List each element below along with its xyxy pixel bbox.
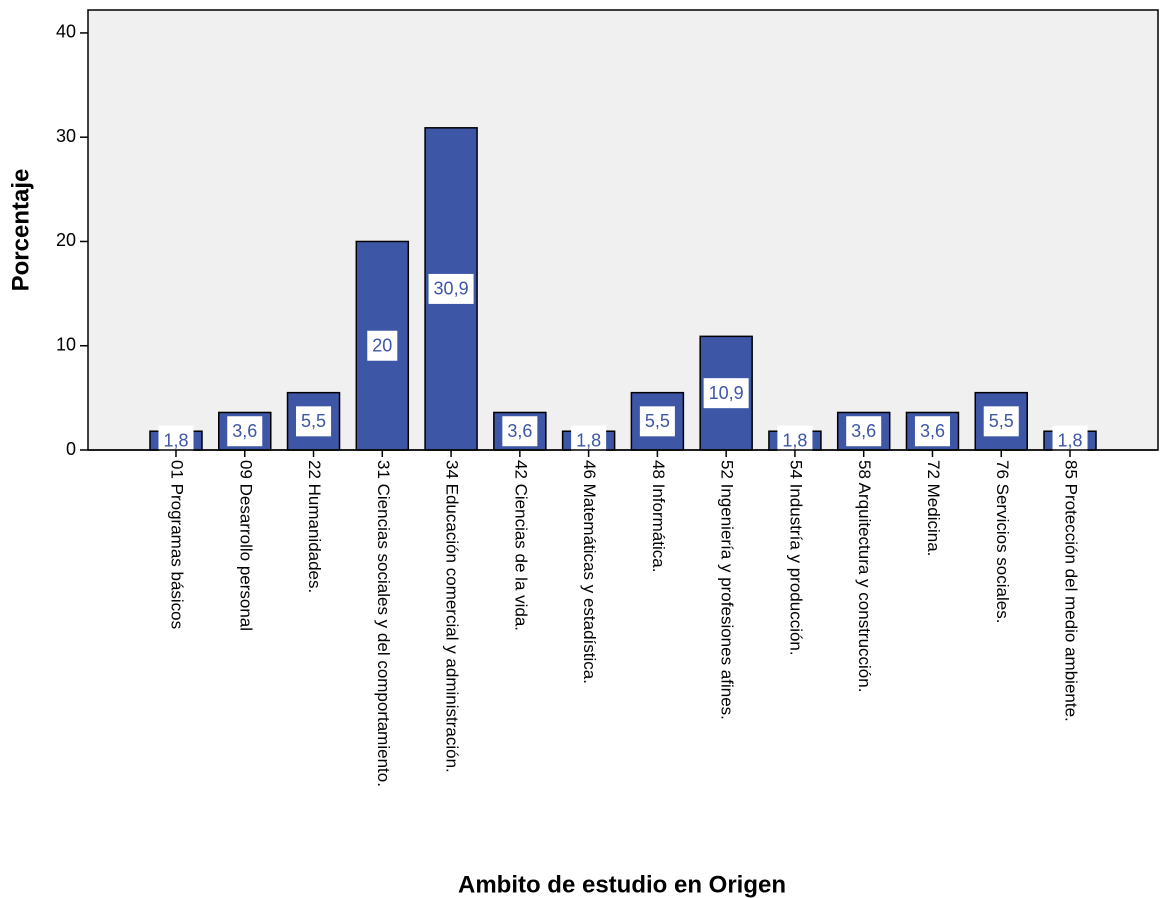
value-label-box: [703, 378, 749, 409]
value-label: 5,5: [989, 411, 1014, 431]
x-axis-title: Ambito de estudio en Origen: [458, 871, 786, 898]
x-tick-label: 42 Ciencias de la vida.: [511, 460, 530, 631]
y-tick-label: 0: [66, 439, 76, 459]
x-tick-label: 31 Ciencias sociales y del comportamient…: [374, 460, 393, 787]
y-tick-label: 40: [56, 22, 76, 42]
value-label-box: [296, 406, 332, 437]
y-tick-label: 20: [56, 230, 76, 250]
value-label: 5,5: [301, 411, 326, 431]
value-label-box: [914, 416, 950, 447]
x-tick-label: 58 Arquitectura y construcción.: [855, 460, 874, 692]
value-label: 3,6: [232, 421, 257, 441]
value-label: 3,6: [851, 421, 876, 441]
value-label: 10,9: [709, 383, 744, 403]
value-label-box: [227, 416, 263, 447]
x-tick-label: 01 Programas básicos: [168, 460, 187, 629]
value-label: 20: [372, 335, 392, 355]
x-tick-label: 46 Matemáticas y estadística.: [580, 460, 599, 684]
value-label: 3,6: [920, 421, 945, 441]
value-label: 5,5: [645, 411, 670, 431]
x-tick-label: 34 Educación comercial y administración.: [443, 460, 462, 773]
value-label-box: [428, 273, 474, 304]
value-label-box: [367, 330, 398, 361]
value-label-box: [846, 416, 882, 447]
x-tick-label: 76 Servicios sociales.: [993, 460, 1012, 623]
value-label: 1,8: [163, 430, 188, 450]
value-label: 1,8: [1057, 430, 1082, 450]
value-label-box: [639, 406, 675, 437]
x-tick-label: 09 Desarrollo personal: [236, 460, 255, 631]
y-axis-title: Porcentaje: [7, 169, 34, 292]
x-tick-label: 85 Protección del medio ambiente.: [1062, 460, 1081, 722]
value-label-box: [502, 416, 538, 447]
value-label: 3,6: [507, 421, 532, 441]
x-tick-label: 72 Medicina.: [924, 460, 943, 556]
x-tick-label: 52 Ingeniería y profesiones afines.: [718, 460, 737, 720]
plot-area: [87, 9, 1159, 451]
y-tick-label: 10: [56, 334, 76, 354]
x-tick-label: 48 Informática.: [649, 460, 668, 572]
value-label: 30,9: [434, 279, 469, 299]
value-label: 1,8: [782, 430, 807, 450]
value-label-box: [983, 406, 1019, 437]
y-tick-label: 30: [56, 126, 76, 146]
x-tick-label: 22 Humanidades.: [305, 460, 324, 593]
x-tick-label: 54 Industría y producción.: [786, 460, 805, 656]
value-label: 1,8: [576, 430, 601, 450]
